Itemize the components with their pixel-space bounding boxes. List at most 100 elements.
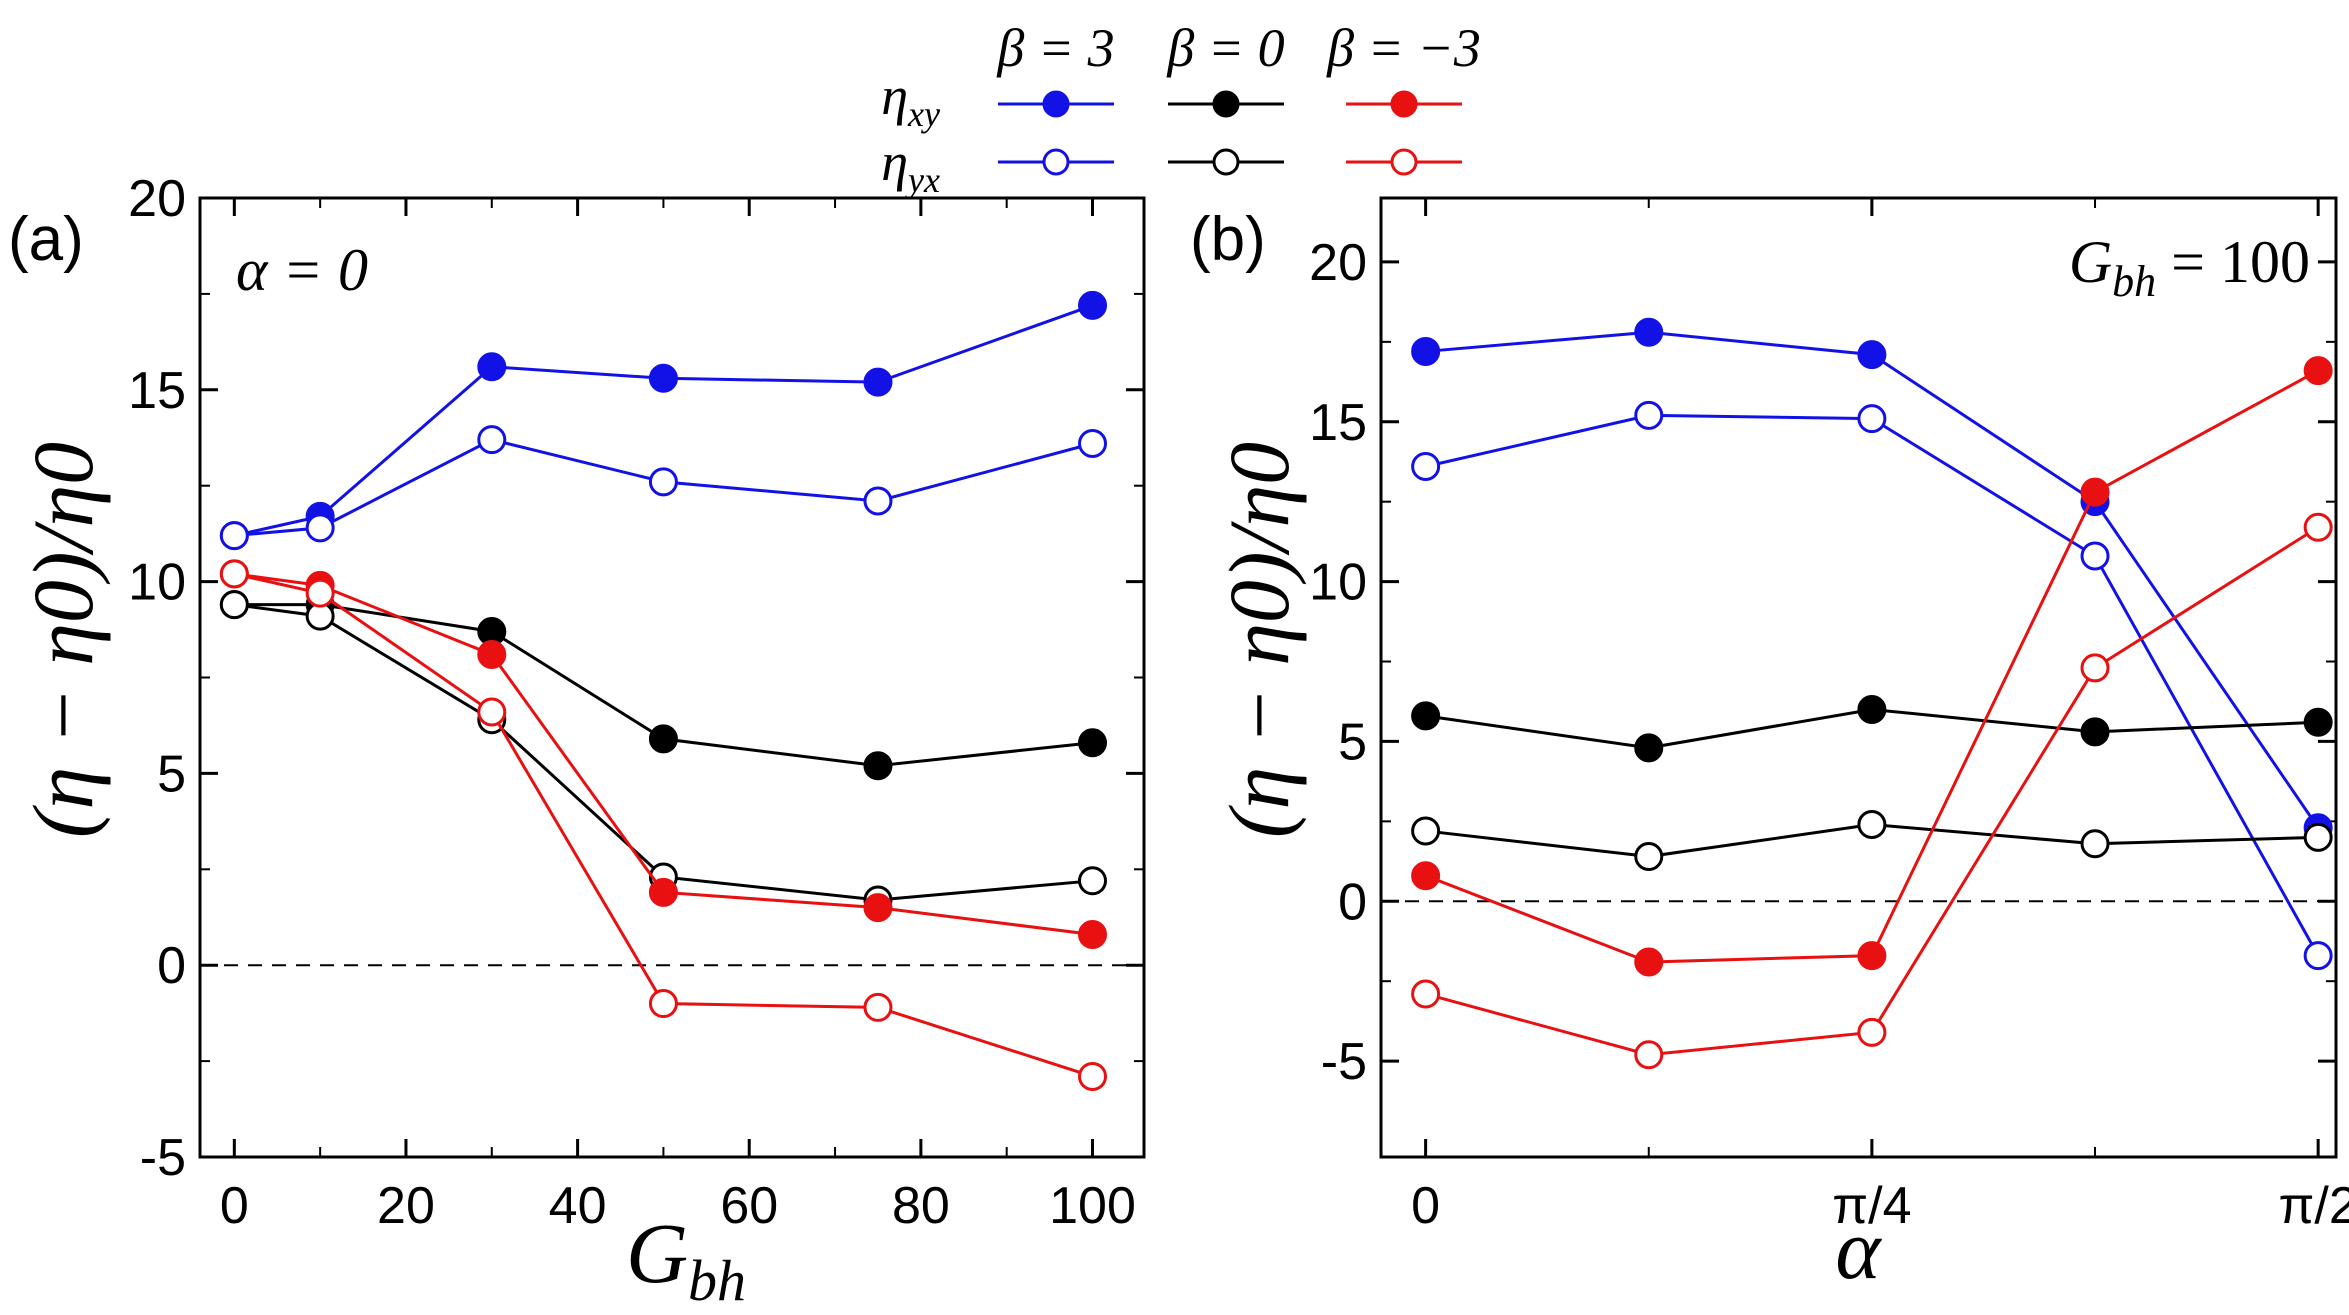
panel-b-series-eta-xy-beta-3-point-1 xyxy=(1634,317,1664,347)
panel-a-ytick-label-0: -5 xyxy=(140,1129,186,1187)
panel-b-series-eta-yx-beta-0-point-4 xyxy=(2303,822,2333,852)
panel-a-series-eta-xy-beta-3-point-5 xyxy=(1078,290,1108,320)
panel-b: (b) Gbh = 100 (η − η0)/η0 α -5 0 5 10 15 20 0 π… xyxy=(1190,196,2349,1297)
legend-sample-eta-xy-beta-0-marker xyxy=(1212,90,1240,118)
panel-a-series-eta-xy-beta-3-line xyxy=(234,303,1094,538)
panel-a-series-eta-yx-beta-3-point-3 xyxy=(648,467,678,497)
panel-a-series-eta-yx-beta-3-point-4 xyxy=(863,486,893,516)
panel-b-y-axis-title: (η − η0)/η0 xyxy=(1211,442,1307,838)
panel-b-series-eta-yx-beta-neg3-point-2 xyxy=(1857,1017,1887,1047)
panel-a-x-axis-title-sub: bh xyxy=(688,1248,746,1313)
panel-b-series-eta-yx-beta-0-point-1 xyxy=(1634,842,1664,872)
panel-a-ytick-label-3: 10 xyxy=(128,554,186,612)
panel-b-x-axis-title: α xyxy=(1835,1201,1882,1297)
panel-a-annotation: α = 0 xyxy=(236,237,368,303)
panel-b-series-eta-yx-beta-0-point-3 xyxy=(2080,829,2110,859)
panel-b-series-eta-xy-beta-neg3-point-3 xyxy=(2080,477,2110,507)
panel-b-plot: -5 0 5 10 15 20 0 π/4 π/2 xyxy=(1309,196,2349,1235)
panel-b-ytick-label-4: 15 xyxy=(1309,394,1367,452)
panel-b-series-eta-xy-beta-3-point-0 xyxy=(1411,336,1441,366)
panel-a-xtick-label-0: 0 xyxy=(220,1177,249,1235)
legend-samples xyxy=(998,90,1462,176)
panel-b-ytick-label-0: -5 xyxy=(1321,1033,1367,1091)
panel-a-x-axis-title-main: G xyxy=(626,1205,688,1301)
panel-a-series-eta-xy-beta-neg3-point-5 xyxy=(1078,920,1108,950)
legend-header-beta-neg3: β = −3 xyxy=(1326,18,1481,78)
panel-b-series-eta-yx-beta-0-point-2 xyxy=(1857,810,1887,840)
legend-row-label-eta-xy: ηxy xyxy=(881,66,940,134)
panel-b-label: (b) xyxy=(1190,205,1266,274)
panel-b-series-eta-xy-beta-0-point-3 xyxy=(2080,717,2110,747)
panel-a-series-eta-xy-beta-0-point-4 xyxy=(863,751,893,781)
panel-a-xtick-label-3: 60 xyxy=(720,1177,778,1235)
panel-b-frame xyxy=(1379,196,2338,1159)
panel-b-series-eta-xy-beta-neg3-point-0 xyxy=(1411,861,1441,891)
panel-a-y-axis-title: (η − η0)/η0 xyxy=(15,442,111,838)
legend-sample-eta-xy-beta-3-marker xyxy=(1042,90,1070,118)
panel-a-ytick-label-2: 5 xyxy=(157,745,186,803)
panel-a-series-eta-xy-beta-0-point-5 xyxy=(1078,728,1108,758)
legend: β = 3 β = 0 β = −3 ηxy ηyx xyxy=(881,18,1481,200)
panel-a-series-eta-xy-beta-neg3-point-4 xyxy=(863,893,893,923)
panel-b-xtick-label-0: 0 xyxy=(1411,1177,1440,1235)
panel-b-ytick-label-3: 10 xyxy=(1309,554,1367,612)
panel-b-series-eta-yx-beta-neg3-line xyxy=(1425,525,2319,1057)
panel-b-series-eta-yx-beta-3-point-2 xyxy=(1857,404,1887,434)
panel-a-ytick-label-5: 20 xyxy=(128,170,186,228)
panel-b-ytick-label-1: 0 xyxy=(1338,873,1367,931)
panel-b-series-eta-xy-beta-neg3-line xyxy=(1425,369,2319,964)
panel-a-frame xyxy=(198,196,1146,1159)
panel-b-series-eta-yx-beta-neg3-point-4 xyxy=(2303,512,2333,542)
panel-b-series-eta-xy-beta-neg3-point-4 xyxy=(2303,356,2333,386)
panel-b-series-eta-yx-beta-3-point-0 xyxy=(1411,452,1441,482)
panel-b-series-eta-xy-beta-0-point-0 xyxy=(1411,701,1441,731)
panel-a-series-eta-yx-beta-neg3-point-2 xyxy=(477,697,507,727)
panel-b-series-eta-xy-beta-3-point-2 xyxy=(1857,340,1887,370)
panel-a-series-eta-yx-beta-0-point-0 xyxy=(219,590,249,620)
panel-a: (a) α = 0 (η − η0)/η0 Gbh -5 0 5 10 15 20 0 20 4… xyxy=(8,170,1146,1313)
panel-b-series-eta-yx-beta-0-point-0 xyxy=(1411,816,1441,846)
panel-a-series-eta-yx-beta-neg3-point-4 xyxy=(863,992,893,1022)
legend-eta-xy-symbol: η xyxy=(881,66,908,126)
panel-b-xtick-label-2: π/2 xyxy=(2279,1177,2349,1235)
panel-b-series-eta-xy-beta-neg3-point-2 xyxy=(1857,941,1887,971)
panel-b-series-eta-yx-beta-neg3-point-3 xyxy=(2080,653,2110,683)
panel-b-series-eta-yx-beta-3-point-4 xyxy=(2303,941,2333,971)
legend-row-label-eta-yx: ηyx xyxy=(881,132,940,200)
legend-eta-yx-subscript: yx xyxy=(905,160,940,200)
panel-b-series-eta-yx-beta-3-point-1 xyxy=(1634,400,1664,430)
panel-a-series-eta-xy-beta-3-point-3 xyxy=(648,363,678,393)
panel-a-ytick-label-4: 15 xyxy=(128,362,186,420)
legend-eta-yx-symbol: η xyxy=(881,132,908,192)
panel-a-x-axis-title: Gbh xyxy=(626,1205,746,1313)
panel-b-series-eta-yx-beta-neg3-point-0 xyxy=(1411,979,1441,1009)
panel-b-series-eta-xy-beta-0-point-1 xyxy=(1634,733,1664,763)
panel-b-series-eta-yx-beta-3-line xyxy=(1425,413,2320,957)
panel-a-series-eta-yx-beta-3-point-2 xyxy=(477,425,507,455)
legend-sample-eta-xy-beta-neg3-marker xyxy=(1390,90,1418,118)
panel-a-xtick-label-5: 100 xyxy=(1049,1177,1136,1235)
panel-a-series-eta-xy-beta-neg3-point-3 xyxy=(648,877,678,907)
panel-a-xtick-label-2: 40 xyxy=(549,1177,607,1235)
panel-b-series-eta-xy-beta-neg3-point-1 xyxy=(1634,947,1664,977)
panel-b-series-eta-xy-beta-0-point-2 xyxy=(1857,694,1887,724)
panel-b-xtick-label-1: π/4 xyxy=(1832,1177,1911,1235)
panel-b-annotation: Gbh = 100 xyxy=(2069,229,2310,306)
panel-a-series-eta-yx-beta-neg3-point-1 xyxy=(305,578,335,608)
panel-a-series-eta-yx-beta-0-point-5 xyxy=(1078,866,1108,896)
panel-a-series-eta-yx-beta-neg3-point-3 xyxy=(648,989,678,1019)
panel-a-series-eta-yx-beta-neg3-point-0 xyxy=(219,559,249,589)
panel-a-xtick-label-1: 20 xyxy=(377,1177,435,1235)
legend-sample-eta-yx-beta-neg3-marker xyxy=(1390,148,1418,176)
panel-a-series-eta-yx-beta-neg3-line xyxy=(234,572,1093,1078)
panel-b-series-eta-yx-beta-3-point-3 xyxy=(2080,541,2110,571)
panel-b-ytick-label-2: 5 xyxy=(1338,713,1367,771)
panel-b-annotation-tail: = 100 xyxy=(2156,229,2310,295)
panel-b-annotation-main: G xyxy=(2069,229,2112,295)
panel-a-series-eta-yx-beta-3-point-1 xyxy=(305,513,335,543)
panel-b-ytick-label-5: 20 xyxy=(1309,234,1367,292)
panel-a-series-eta-yx-beta-neg3-point-5 xyxy=(1078,1061,1108,1091)
legend-header-beta-0: β = 0 xyxy=(1166,18,1284,78)
panel-b-series-eta-xy-beta-0-point-4 xyxy=(2303,707,2333,737)
